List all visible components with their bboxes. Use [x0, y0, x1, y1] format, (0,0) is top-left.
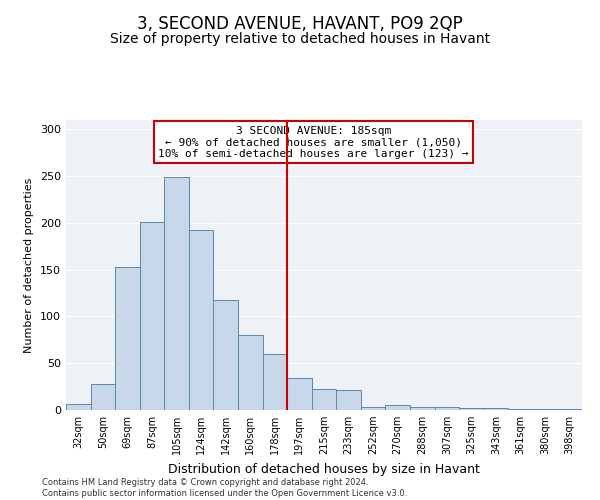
Bar: [115, 267, 140, 410]
X-axis label: Distribution of detached houses by size in Havant: Distribution of detached houses by size …: [168, 462, 480, 475]
Bar: [214, 300, 238, 410]
Bar: [287, 378, 312, 410]
Bar: [484, 408, 508, 410]
Bar: [140, 222, 164, 410]
Bar: [336, 390, 361, 410]
Bar: [385, 406, 410, 410]
Bar: [533, 409, 557, 410]
Bar: [410, 407, 434, 410]
Bar: [459, 408, 484, 410]
Bar: [263, 354, 287, 410]
Bar: [557, 409, 582, 410]
Bar: [312, 390, 336, 410]
Text: 3, SECOND AVENUE, HAVANT, PO9 2QP: 3, SECOND AVENUE, HAVANT, PO9 2QP: [137, 15, 463, 33]
Bar: [66, 404, 91, 410]
Bar: [189, 230, 214, 410]
Text: Contains HM Land Registry data © Crown copyright and database right 2024.
Contai: Contains HM Land Registry data © Crown c…: [42, 478, 407, 498]
Bar: [508, 409, 533, 410]
Bar: [91, 384, 115, 410]
Bar: [238, 335, 263, 410]
Bar: [164, 177, 189, 410]
Text: Size of property relative to detached houses in Havant: Size of property relative to detached ho…: [110, 32, 490, 46]
Y-axis label: Number of detached properties: Number of detached properties: [25, 178, 34, 352]
Text: 3 SECOND AVENUE: 185sqm
← 90% of detached houses are smaller (1,050)
10% of semi: 3 SECOND AVENUE: 185sqm ← 90% of detache…: [158, 126, 469, 159]
Bar: [434, 407, 459, 410]
Bar: [361, 407, 385, 410]
